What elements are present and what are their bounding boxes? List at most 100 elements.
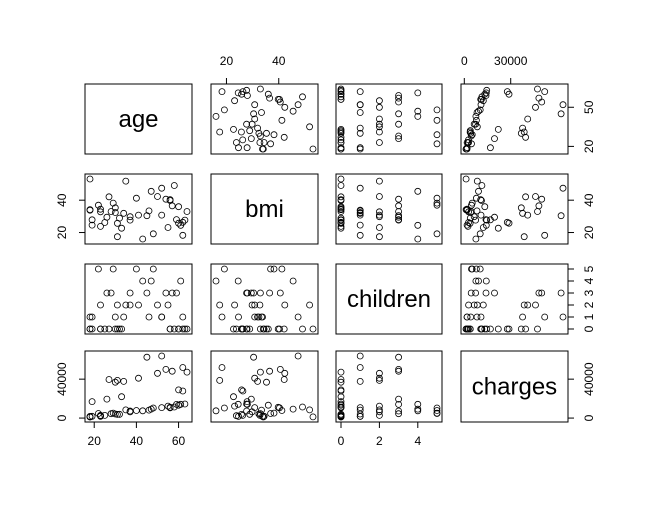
data-point (166, 196, 174, 204)
data-point (139, 235, 147, 243)
data-point (168, 289, 176, 297)
panel-children-vs-children: children (335, 263, 443, 335)
data-point (177, 277, 185, 285)
data-point (356, 207, 364, 215)
data-point (309, 145, 317, 153)
data-point (232, 325, 240, 333)
data-point (266, 94, 274, 102)
data-point (494, 224, 502, 232)
data-point (158, 352, 166, 360)
data-point (181, 325, 189, 333)
data-point (483, 86, 491, 94)
data-point (337, 129, 345, 137)
data-point (234, 400, 242, 408)
data-point (251, 301, 259, 309)
data-point (473, 301, 481, 309)
tick-label: 40000 (582, 362, 596, 396)
data-point (103, 213, 111, 221)
data-point (337, 93, 345, 101)
data-point (356, 109, 364, 116)
data-point (114, 325, 121, 333)
data-point (220, 265, 228, 273)
data-point (464, 222, 472, 230)
data-point (505, 219, 513, 227)
data-point (281, 369, 289, 377)
data-point (466, 325, 474, 333)
data-point (259, 325, 267, 333)
data-point (395, 395, 403, 403)
data-point (247, 289, 255, 297)
data-point (477, 101, 485, 109)
data-point (267, 140, 275, 148)
data-point (216, 301, 224, 309)
data-point (101, 411, 109, 419)
data-point (135, 301, 142, 309)
data-point (264, 401, 272, 409)
data-point (483, 325, 491, 333)
data-point (254, 124, 262, 132)
data-point (158, 404, 166, 412)
data-point (122, 301, 130, 309)
data-point (234, 89, 242, 97)
tick-label: 40 (130, 434, 144, 448)
data-point (462, 325, 470, 333)
data-point (168, 367, 176, 375)
data-point (494, 125, 502, 133)
data-point (517, 325, 525, 333)
data-point (109, 199, 117, 207)
data-point (414, 89, 422, 97)
data-point (356, 221, 364, 229)
data-point (375, 376, 383, 384)
data-point (294, 352, 302, 360)
data-point (101, 325, 109, 333)
data-point (557, 110, 565, 118)
data-point (375, 208, 383, 216)
data-point (120, 377, 128, 385)
data-point (88, 398, 96, 406)
data-point (256, 85, 264, 93)
data-point (105, 376, 113, 383)
data-point (522, 193, 529, 201)
data-point (177, 400, 185, 408)
data-point (532, 301, 539, 309)
data-point (375, 128, 383, 136)
panel-frame (84, 263, 193, 335)
data-point (559, 101, 567, 109)
data-point (465, 208, 473, 216)
data-point (433, 201, 441, 209)
data-point (538, 195, 546, 203)
data-point (88, 216, 96, 224)
data-point (280, 325, 288, 333)
tick-label: 0 (582, 325, 596, 332)
tick-label: 0 (338, 434, 345, 448)
data-point (243, 407, 251, 415)
data-point (337, 387, 345, 395)
data-point (468, 140, 475, 148)
data-point (395, 120, 403, 128)
tick-label: 50 (582, 100, 596, 114)
data-point (475, 277, 482, 285)
data-point (109, 409, 117, 417)
panel-frame (335, 263, 443, 335)
panel-bmi-vs-children (335, 173, 443, 245)
data-point (375, 374, 383, 382)
data-point (395, 410, 403, 418)
tick-label: 1 (582, 313, 596, 320)
data-point (538, 289, 546, 297)
data-point (95, 201, 102, 209)
data-point (356, 124, 364, 132)
data-point (414, 187, 422, 195)
data-point (356, 184, 364, 192)
data-point (468, 131, 476, 139)
data-point (239, 387, 247, 395)
data-point (114, 233, 121, 241)
data-point (472, 113, 480, 120)
data-point (250, 289, 258, 297)
panel-age-vs-age: age (84, 83, 193, 155)
data-point (433, 404, 441, 412)
data-point (239, 325, 247, 333)
left-axis-charges: 0 40000 (55, 362, 86, 421)
data-point (120, 313, 128, 321)
